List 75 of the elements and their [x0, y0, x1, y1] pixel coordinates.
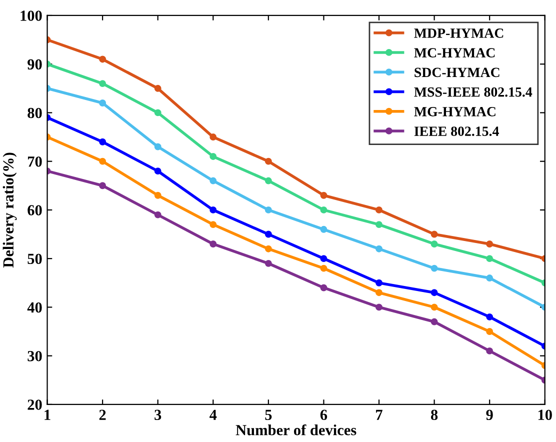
point	[376, 206, 382, 214]
y-tick-label: 100	[20, 10, 42, 21]
point	[210, 221, 217, 228]
point	[154, 84, 162, 92]
point	[264, 245, 272, 252]
x-tick-label: 3	[154, 410, 162, 420]
point	[430, 289, 438, 296]
point	[99, 100, 106, 106]
y-tick-label: 90	[28, 59, 42, 70]
point	[486, 274, 494, 282]
point	[210, 240, 217, 248]
y-tick-label: 50	[28, 254, 42, 264]
x-tick-label: 1	[44, 410, 50, 420]
point	[154, 168, 162, 175]
y-tick-label: 80	[28, 108, 42, 118]
point	[430, 264, 438, 272]
point	[210, 134, 217, 140]
point	[210, 206, 217, 214]
point	[154, 109, 162, 116]
point	[320, 264, 328, 272]
point	[486, 255, 494, 262]
y-tick-label: 60	[28, 205, 42, 216]
point	[154, 211, 162, 218]
x-tick-label: 7	[376, 410, 382, 420]
legend-label: MG-HYMAC	[414, 106, 496, 116]
point	[486, 347, 494, 354]
point	[99, 80, 106, 88]
x-axis-title: Number of devices	[236, 424, 356, 436]
point	[486, 313, 494, 320]
x-tick-label: 8	[430, 410, 438, 420]
y-axis-title: Delivery ratio(%)	[2, 152, 17, 268]
point	[154, 143, 162, 150]
point	[320, 192, 328, 199]
y-tick-label: 30	[28, 350, 42, 362]
y-tick-label: 70	[28, 156, 42, 167]
point	[320, 206, 328, 214]
point	[376, 289, 382, 296]
legend-label: MSS-IEEE 802.15.4	[414, 87, 532, 97]
point	[376, 304, 382, 311]
point	[99, 138, 106, 146]
legend-label: IEEE 802.15.4	[414, 126, 499, 136]
point	[210, 152, 217, 160]
point	[99, 56, 106, 63]
x-tick-label: 10	[538, 410, 552, 420]
point	[320, 284, 328, 292]
legend-label: SDC-HYMAC	[414, 68, 500, 78]
point	[376, 221, 382, 228]
point	[376, 279, 382, 286]
point	[154, 192, 162, 199]
x-tick-label: 4	[210, 410, 217, 420]
point	[430, 318, 438, 326]
point	[264, 158, 272, 165]
x-tick-label: 6	[320, 410, 328, 420]
point	[430, 230, 438, 238]
point	[264, 177, 272, 184]
point	[486, 328, 494, 335]
point	[320, 226, 328, 233]
point	[99, 182, 106, 190]
point	[264, 230, 272, 238]
y-tick-label: 20	[28, 400, 42, 410]
point	[264, 206, 272, 214]
point	[430, 304, 438, 311]
x-tick-label: 5	[265, 410, 272, 420]
y-tick-label: 40	[27, 302, 42, 313]
point	[376, 245, 382, 252]
legend-label: MDP-HYMAC	[414, 28, 504, 38]
x-tick-label: 9	[486, 410, 493, 420]
x-tick-label: 2	[99, 410, 106, 420]
point	[99, 158, 106, 165]
point	[486, 240, 494, 248]
point	[430, 240, 438, 248]
legend-label: MC-HYMAC	[414, 48, 495, 58]
point	[320, 255, 328, 262]
point	[210, 177, 217, 184]
point	[264, 260, 272, 267]
